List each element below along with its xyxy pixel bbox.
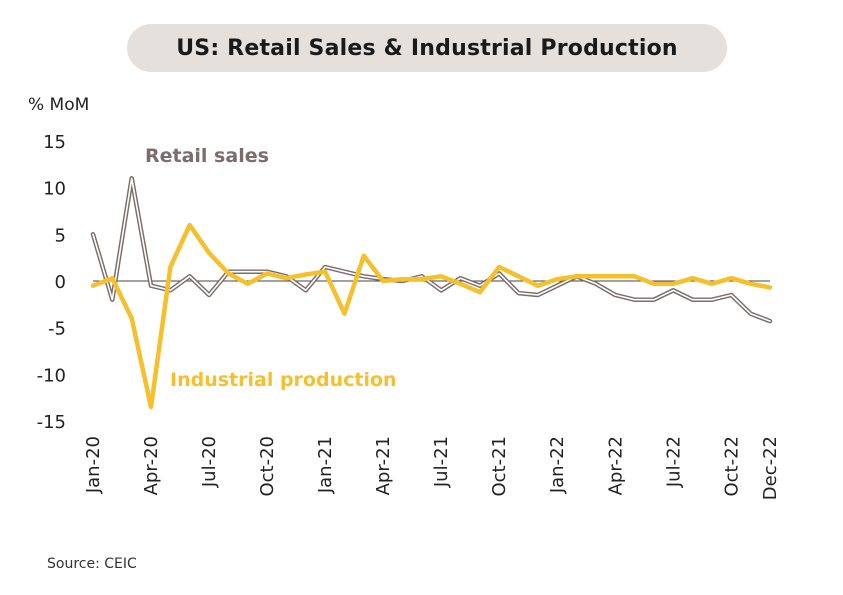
x-tick-label: Oct-21 [489, 436, 510, 497]
y-tick-label: 15 [43, 132, 66, 153]
source-note: Source: CEIC [47, 556, 137, 572]
y-tick-label: -10 [37, 365, 66, 386]
x-tick-label: Apr-20 [141, 436, 162, 495]
series-label-retail-sales: Retail sales [145, 145, 269, 167]
x-tick-label: Oct-22 [721, 436, 742, 497]
x-tick-label: Jan-22 [547, 436, 568, 494]
chart-title-pill: US: Retail Sales & Industrial Production [127, 24, 727, 72]
x-tick-label: Jan-20 [83, 436, 104, 494]
x-tick-label: Jul-22 [663, 436, 684, 488]
x-tick-label: Apr-21 [373, 436, 394, 495]
y-tick-label: 0 [55, 272, 66, 293]
y-tick-label: 5 [55, 225, 66, 246]
x-tick-label: Oct-20 [257, 436, 278, 497]
y-tick-label: 10 [43, 179, 66, 200]
series-line-industrial-production [90, 222, 773, 410]
y-tick-label: -15 [37, 412, 66, 433]
chart-title: US: Retail Sales & Industrial Production [176, 35, 678, 61]
x-tick-label: Dec-22 [760, 436, 781, 500]
series-line-retail-sales [90, 176, 773, 324]
x-tick-label: Jan-21 [315, 436, 336, 494]
x-tick-label: Apr-22 [605, 436, 626, 495]
x-tick-label: Jul-21 [431, 436, 452, 488]
series-line-retail-sales-inner [92, 177, 771, 322]
y-axis-unit-label: % MoM [28, 95, 89, 115]
series-label-industrial-production: Industrial production [170, 369, 397, 391]
x-tick-label: Jul-20 [199, 436, 220, 488]
y-tick-label: -5 [48, 319, 66, 340]
